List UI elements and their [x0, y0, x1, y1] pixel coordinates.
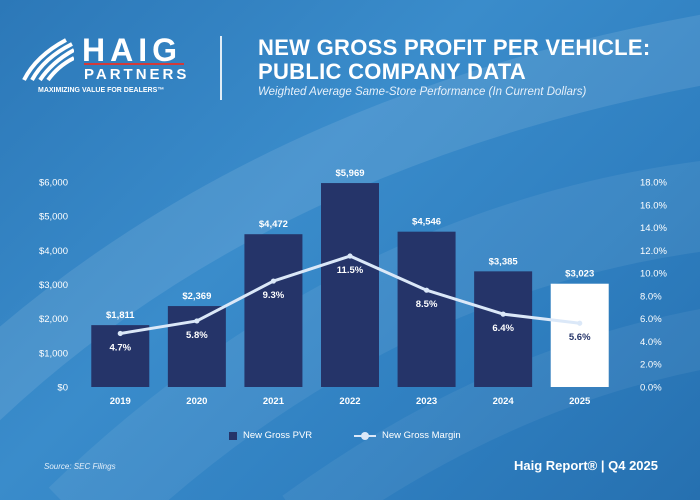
margin-value-label: 5.8%: [186, 330, 208, 341]
y-right-tick-label: 4.0%: [640, 337, 662, 348]
y-left-tick-label: $6,000: [39, 178, 68, 189]
margin-point-2025: [577, 320, 583, 326]
margin-value-label: 6.4%: [492, 323, 514, 334]
legend-bar-swatch: [229, 431, 237, 440]
bar-2022: [321, 183, 379, 387]
chart-legend: New Gross PVR New Gross Margin: [0, 430, 700, 444]
margin-point-2019: [117, 330, 123, 337]
margin-point-2022: [347, 253, 353, 259]
legend-line-label: New Gross Margin: [382, 430, 461, 441]
y-right-tick-label: 12.0%: [640, 246, 667, 257]
title-line-2: PUBLIC COMPANY DATA: [258, 59, 527, 84]
bar-2023: [397, 231, 456, 387]
bar-value-label: $4,546: [412, 217, 441, 228]
source-note: Source: SEC Filings: [44, 462, 116, 471]
y-right-tick-label: 16.0%: [640, 200, 667, 211]
bar-value-label: $5,969: [335, 168, 364, 179]
legend-item-pvr: New Gross PVR: [229, 430, 312, 441]
margin-value-label: 9.3%: [263, 290, 285, 301]
x-tick-label: 2023: [416, 396, 437, 407]
logo-underline: [84, 63, 184, 65]
y-left-tick-label: $0: [57, 383, 68, 394]
y-right-tick-label: 2.0%: [640, 360, 662, 371]
y-left-tick-label: $1,000: [39, 348, 68, 359]
margin-point-2024: [500, 311, 506, 317]
bar-value-label: $4,472: [259, 219, 288, 230]
logo-tagline: MAXIMIZING VALUE FOR DEALERS™: [38, 87, 165, 94]
y-left-tick-label: $5,000: [39, 212, 68, 223]
title-line-1: NEW GROSS PROFIT PER VEHICLE:: [258, 35, 651, 60]
bar-value-label: $1,811: [106, 310, 135, 321]
margin-point-2023: [423, 287, 430, 293]
haig-logo-mark-icon: [22, 38, 74, 82]
x-tick-label: 2020: [186, 396, 207, 407]
bar-value-label: $3,023: [565, 269, 594, 280]
y-right-tick-label: 6.0%: [640, 314, 662, 325]
x-tick-label: 2019: [110, 396, 131, 407]
bar-2021: [244, 234, 303, 387]
x-tick-label: 2025: [569, 396, 591, 407]
y-right-tick-label: 10.0%: [640, 269, 667, 280]
bar-value-label: $2,369: [182, 291, 211, 302]
y-left-tick-label: $4,000: [39, 246, 68, 257]
y-right-tick-label: 0.0%: [640, 383, 662, 394]
logo-subname: PARTNERS: [84, 66, 190, 83]
x-tick-label: 2021: [263, 396, 285, 407]
margin-value-label: 8.5%: [416, 299, 438, 310]
legend-item-margin: New Gross Margin: [354, 430, 461, 441]
y-right-tick-label: 14.0%: [640, 223, 667, 234]
y-right-tick-label: 18.0%: [640, 178, 667, 189]
haig-partners-logo: HAIG PARTNERS MAXIMIZING VALUE FOR DEALE…: [22, 32, 202, 96]
y-left-tick-label: $3,000: [39, 280, 68, 291]
bar-2025: [550, 283, 609, 387]
y-right-tick-label: 8.0%: [640, 291, 662, 302]
bar-2020: [167, 306, 226, 387]
bar-2024: [474, 271, 533, 387]
legend-bar-label: New Gross PVR: [243, 430, 313, 441]
bar-value-label: $3,385: [489, 256, 519, 267]
report-footer: Haig Report® | Q4 2025: [514, 458, 658, 473]
margin-point-2020: [194, 318, 200, 324]
page-title: NEW GROSS PROFIT PER VEHICLE: PUBLIC COM…: [258, 36, 651, 84]
x-tick-label: 2024: [493, 396, 515, 407]
margin-value-label: 4.7%: [109, 342, 131, 353]
logo-wordmark: HAIG: [82, 32, 182, 68]
margin-value-label: 11.5%: [337, 265, 364, 276]
margin-point-2021: [270, 278, 277, 284]
page-subtitle: Weighted Average Same-Store Performance …: [258, 86, 587, 98]
margin-value-label: 5.6%: [569, 332, 591, 343]
y-left-tick-label: $2,000: [39, 314, 68, 325]
header-divider: [220, 36, 222, 100]
x-tick-label: 2022: [339, 396, 360, 407]
legend-line-swatch: [354, 431, 376, 441]
